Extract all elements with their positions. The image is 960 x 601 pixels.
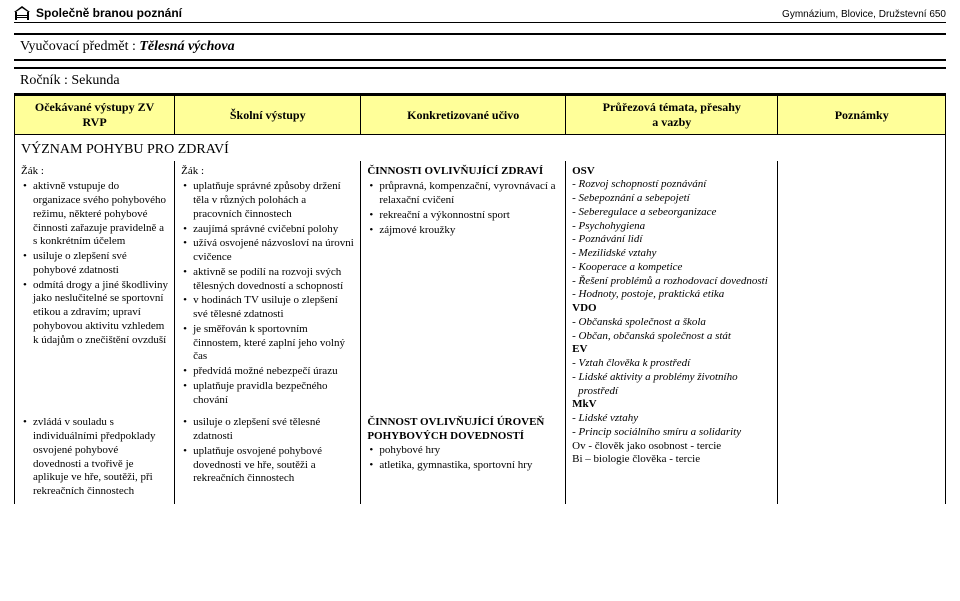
section-row: VÝZNAM POHYBU PRO ZDRAVÍ — [15, 135, 946, 161]
topbar-title: Společně branou poznání — [36, 6, 182, 20]
col-header-outcomes: Očekávané výstupy ZV RVP — [15, 96, 175, 135]
list-item: je směřován k sportovním činnostem, kter… — [183, 323, 354, 364]
grade-value: Sekunda — [71, 73, 119, 88]
list-item: pohybové hry — [369, 444, 559, 458]
cell-col1-r2: zvládá v souladu s individuálními předpo… — [15, 412, 175, 504]
list-item: v hodinách TV usiluje o zlepšení své těl… — [183, 294, 354, 322]
list-item: průpravná, kompenzační, vyrovnávací a re… — [369, 180, 559, 208]
cell-col3-r2: ČINNOST OVLIVŇUJÍCÍ ÚROVEŇ POHYBOVÝCH DO… — [361, 412, 566, 504]
osv-item: - Kooperace a kompetice — [572, 261, 771, 275]
col1-r2-list: zvládá v souladu s individuálními předpo… — [21, 416, 168, 499]
osv-heading: OSV — [572, 165, 771, 179]
mkv-item: - Princip sociálního smíru a solidarity — [572, 426, 771, 440]
osv-item: - Řešení problémů a rozhodovací dovednos… — [572, 275, 771, 289]
col3-r1-head: ČINNOSTI OVLIVŇUJÍCÍ ZDRAVÍ — [367, 165, 559, 179]
cell-col2-r1: Žák : uplatňuje správné způsoby držení t… — [175, 161, 361, 413]
col-header-notes: Poznámky — [778, 96, 946, 135]
col-header-cross: Průřezová témata, přesahy a vazby — [566, 96, 778, 135]
topbar: Společně branou poznání Gymnázium, Blovi… — [14, 6, 946, 23]
topbar-school: Gymnázium, Blovice, Družstevní 650 — [782, 9, 946, 20]
cell-col2-r2: usiluje o zlepšení své tělesné zdatnosti… — [175, 412, 361, 504]
cell-col1-r1: Žák : aktivně vstupuje do organizace své… — [15, 161, 175, 413]
list-item: uplatňuje osvojené pohybové dovednosti v… — [183, 445, 354, 486]
subject-row: Vyučovací předmět : Tělesná výchova — [14, 33, 946, 61]
vdo-item: - Občan, občanská společnost a stát — [572, 330, 771, 344]
osv-item: - Poznávání lidí — [572, 233, 771, 247]
vdo-item: - Občanská společnost a škola — [572, 316, 771, 330]
list-item: užívá osvojené názvosloví na úrovni cvič… — [183, 237, 354, 265]
list-item: usiluje o zlepšení své pohybové zdatnost… — [23, 250, 168, 278]
osv-item: - Hodnoty, postoje, praktická etika — [572, 288, 771, 302]
gate-icon — [14, 6, 30, 20]
col-header-content: Konkretizované učivo — [361, 96, 566, 135]
col3-r2-head1: ČINNOST OVLIVŇUJÍCÍ ÚROVEŇ — [367, 416, 559, 430]
col-header-school: Školní výstupy — [175, 96, 361, 135]
list-item: rekreační a výkonnostní sport — [369, 209, 559, 223]
col3-r2-head2: POHYBOVÝCH DOVEDNOSTÍ — [367, 430, 559, 444]
osv-item: - Seberegulace a sebeorganizace — [572, 206, 771, 220]
col1-r1-list: aktivně vstupuje do organizace svého poh… — [21, 180, 168, 347]
osv-item: - Rozvoj schopností poznávání — [572, 178, 771, 192]
cell-col3-r1: ČINNOSTI OVLIVŇUJÍCÍ ZDRAVÍ průpravná, k… — [361, 161, 566, 413]
cell-col4: OSV - Rozvoj schopností poznávání - Sebe… — [566, 161, 778, 504]
osv-item: - Sebepoznání a sebepojetí — [572, 192, 771, 206]
tail-ov: Ov - člověk jako osobnost - tercie — [572, 440, 771, 454]
cell-col5 — [778, 161, 946, 504]
list-item: odmítá drogy a jiné škodliviny jako nesl… — [23, 279, 168, 348]
ev-heading: EV — [572, 343, 771, 357]
list-item: zvládá v souladu s individuálními předpo… — [23, 416, 168, 499]
subject-value: Tělesná výchova — [139, 39, 234, 54]
ev-item: - Lidské aktivity a problémy životního p… — [572, 371, 771, 399]
list-item: uplatňuje pravidla bezpečného chování — [183, 380, 354, 408]
list-item: usiluje o zlepšení své tělesné zdatnosti — [183, 416, 354, 444]
col1-lead: Žák : — [21, 165, 168, 179]
list-item: zájmové kroužky — [369, 224, 559, 238]
list-item: předvídá možné nebezpečí úrazu — [183, 365, 354, 379]
col2-lead: Žák : — [181, 165, 354, 179]
osv-item: - Mezilidské vztahy — [572, 247, 771, 261]
list-item: aktivně vstupuje do organizace svého poh… — [23, 180, 168, 249]
grade-row: Ročník : Sekunda — [14, 67, 946, 95]
col3-r1-list: průpravná, kompenzační, vyrovnávací a re… — [367, 180, 559, 237]
content-row-1: Žák : aktivně vstupuje do organizace své… — [15, 161, 946, 413]
mkv-heading: MkV — [572, 398, 771, 412]
tail-bi: Bi – biologie člověka - tercie — [572, 453, 771, 467]
mkv-item: - Lidské vztahy — [572, 412, 771, 426]
curriculum-table: Očekávané výstupy ZV RVP Školní výstupy … — [14, 95, 946, 504]
subject-label: Vyučovací předmět : — [20, 39, 139, 54]
list-item: zaujímá správné cvičební polohy — [183, 223, 354, 237]
vdo-heading: VDO — [572, 302, 771, 316]
grade-label: Ročník : — [20, 73, 71, 88]
ev-item: - Vztah člověka k prostředí — [572, 357, 771, 371]
col3-r2-list: pohybové hry atletika, gymnastika, sport… — [367, 444, 559, 473]
list-item: aktivně se podílí na rozvoji svých těles… — [183, 266, 354, 294]
list-item: uplatňuje správné způsoby držení těla v … — [183, 180, 354, 221]
topbar-left: Společně branou poznání — [14, 6, 182, 20]
cross-topics-block: OSV - Rozvoj schopností poznávání - Sebe… — [572, 165, 771, 468]
osv-item: - Psychohygiena — [572, 220, 771, 234]
page: Společně branou poznání Gymnázium, Blovi… — [0, 0, 960, 518]
list-item: atletika, gymnastika, sportovní hry — [369, 459, 559, 473]
col2-r2-list: usiluje o zlepšení své tělesné zdatnosti… — [181, 416, 354, 486]
section-title: VÝZNAM POHYBU PRO ZDRAVÍ — [15, 135, 946, 161]
col2-r1-list: uplatňuje správné způsoby držení těla v … — [181, 180, 354, 407]
table-header-row: Očekávané výstupy ZV RVP Školní výstupy … — [15, 96, 946, 135]
